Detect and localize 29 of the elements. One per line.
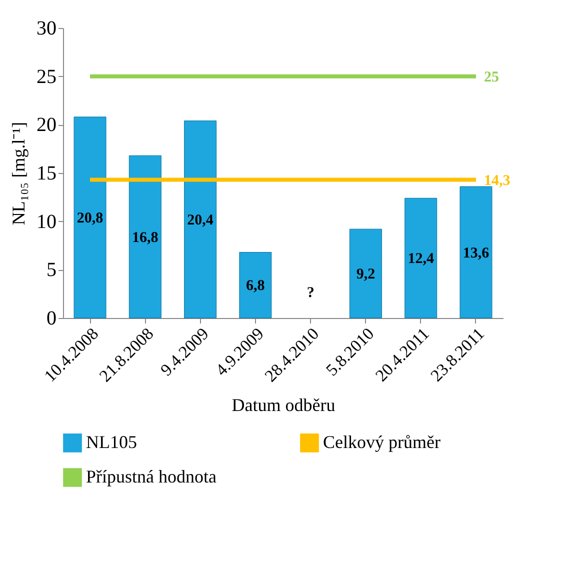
y-axis-title: NL₁₀₅ [mg.l⁻¹] <box>8 122 28 226</box>
bar <box>349 228 382 318</box>
data-label: 6,8 <box>246 278 265 294</box>
y-tick-label: 25 <box>36 66 56 88</box>
data-label: 25 <box>484 69 499 86</box>
y-tick-label: 0 <box>46 308 56 330</box>
bar <box>239 252 272 318</box>
bar <box>74 116 106 318</box>
data-label: 9,2 <box>356 266 376 283</box>
data-label: 20,4 <box>187 212 214 228</box>
legend-label: Celkový průměr <box>323 432 440 452</box>
bar <box>128 155 162 318</box>
bar <box>184 120 217 318</box>
y-tick-label: 30 <box>36 18 56 40</box>
data-label: 14,3 <box>484 172 510 189</box>
legend-label: Přípustná hodnota <box>86 466 216 486</box>
bar <box>460 186 492 318</box>
y-tick-label: 10 <box>36 210 56 233</box>
y-tick-label: 5 <box>46 259 56 282</box>
data-label: 16,8 <box>132 230 158 246</box>
legend-label: NL105 <box>86 432 137 452</box>
y-tick-label: 15 <box>36 162 56 184</box>
data-label: 13,6 <box>462 245 490 262</box>
bar <box>404 198 438 318</box>
data-label: 12,4 <box>408 251 434 268</box>
data-label: 20,8 <box>76 210 104 226</box>
x-axis-title: Datum odběru <box>232 394 336 415</box>
y-tick-label: 20 <box>36 114 56 136</box>
text: ? <box>306 284 314 301</box>
